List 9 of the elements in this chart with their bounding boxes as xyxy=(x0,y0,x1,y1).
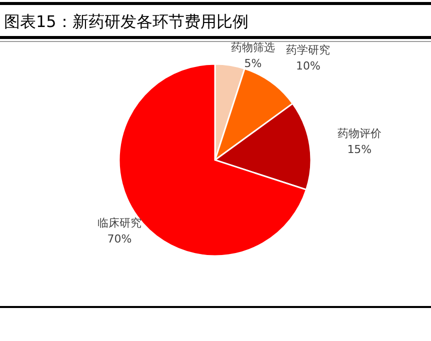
data-label: 5% xyxy=(244,57,262,70)
slice-label: 药物评价 xyxy=(337,126,382,140)
data-label: 10% xyxy=(296,59,320,72)
slice-label: 药学研究 xyxy=(286,43,330,56)
data-label: 70% xyxy=(107,232,132,246)
slice-label: 药物筛选 xyxy=(231,41,276,54)
chart-title: 图表15：新药研发各环节费用比例 xyxy=(4,12,248,31)
data-label: 15% xyxy=(347,142,372,156)
slice-label: 临床研究 xyxy=(98,216,142,230)
